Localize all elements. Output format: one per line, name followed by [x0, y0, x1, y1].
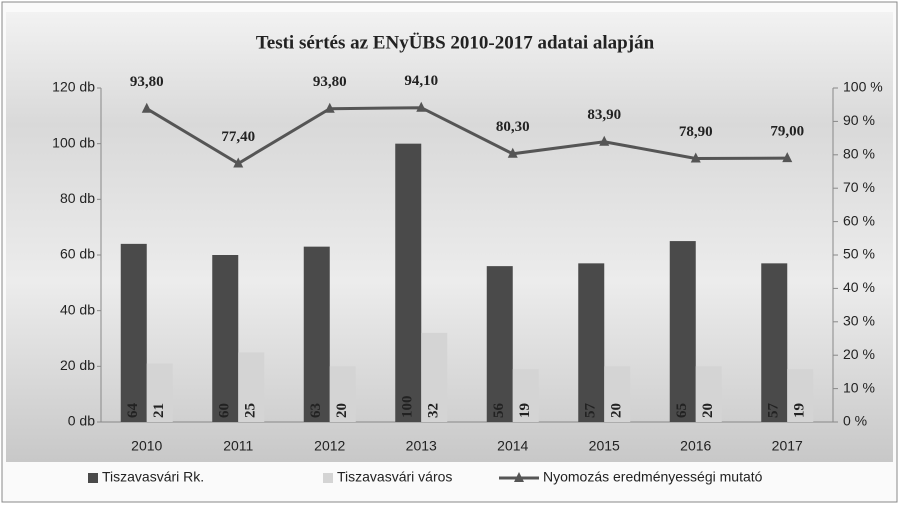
x-tick-label: 2012: [314, 438, 345, 454]
bar: [578, 263, 604, 422]
bar: [395, 144, 421, 422]
line-value-label: 78,90: [679, 124, 713, 140]
bar: [121, 244, 147, 422]
bar: [761, 263, 787, 422]
x-tick-label: 2013: [406, 438, 437, 454]
y-tick-label: 100 db: [52, 134, 95, 150]
legend-label: Tiszavasvári város: [337, 469, 452, 485]
bar-value-label: 25: [243, 403, 259, 418]
y-tick-label: 20 db: [60, 357, 95, 373]
legend-label: Nyomozás eredményességi mutató: [543, 469, 763, 485]
bar-value-label: 64: [125, 403, 141, 419]
bar-value-label: 19: [517, 403, 533, 418]
line-value-label: 94,10: [404, 73, 438, 89]
x-tick-label: 2017: [772, 438, 803, 454]
bar-value-label: 20: [334, 403, 350, 418]
bar-value-label: 19: [792, 403, 808, 418]
chart-title: Testi sértés az ENyÜBS 2010-2017 adatai …: [256, 32, 655, 53]
bar-value-label: 21: [151, 403, 167, 418]
y2-tick-label: 100 %: [843, 79, 883, 95]
bar-value-label: 32: [426, 403, 442, 418]
legend-item: Tiszavasvári város: [323, 469, 452, 485]
y2-tick-label: 20 %: [843, 346, 875, 362]
y2-tick-label: 50 %: [843, 246, 875, 262]
x-tick-label: 2014: [497, 438, 528, 454]
bar-value-label: 65: [674, 403, 690, 418]
x-tick-label: 2016: [680, 438, 711, 454]
bar: [304, 247, 330, 422]
y2-tick-label: 90 %: [843, 112, 875, 128]
bar: [670, 241, 696, 422]
x-tick-label: 2010: [131, 438, 162, 454]
bar: [212, 255, 238, 422]
legend-label: Tiszavasvári Rk.: [102, 469, 204, 485]
line-value-label: 79,00: [770, 124, 804, 140]
bar-value-label: 63: [308, 403, 324, 418]
bar-value-label: 20: [700, 403, 716, 418]
y-tick-label: 0 db: [68, 413, 95, 429]
y2-tick-label: 0 %: [843, 413, 867, 429]
line-value-label: 80,30: [496, 119, 530, 135]
y2-tick-label: 10 %: [843, 379, 875, 395]
bar-value-label: 20: [609, 403, 625, 418]
line-value-label: 83,90: [587, 107, 621, 123]
bar-value-label: 100: [400, 396, 416, 419]
y2-tick-label: 30 %: [843, 313, 875, 329]
x-tick-label: 2011: [223, 438, 253, 454]
bar-value-label: 60: [217, 403, 233, 418]
y-tick-label: 40 db: [60, 301, 95, 317]
legend-swatch: [323, 473, 333, 483]
x-tick-label: 2015: [589, 438, 620, 454]
chart: Testi sértés az ENyÜBS 2010-2017 adatai …: [0, 0, 899, 506]
bar: [487, 266, 513, 422]
y-tick-label: 60 db: [60, 246, 95, 262]
line-value-label: 93,80: [313, 74, 347, 90]
y2-tick-label: 70 %: [843, 179, 875, 195]
bar-value-label: 57: [766, 403, 782, 419]
legend-swatch: [88, 473, 98, 483]
y-tick-label: 80 db: [60, 190, 95, 206]
legend-item: Tiszavasvári Rk.: [88, 469, 204, 485]
bar-value-label: 57: [583, 403, 599, 419]
line-value-label: 77,40: [221, 129, 255, 145]
bar-value-label: 56: [491, 403, 507, 419]
line-value-label: 93,80: [130, 74, 164, 90]
y-tick-label: 120 db: [52, 79, 95, 95]
y2-tick-label: 40 %: [843, 279, 875, 295]
y2-tick-label: 60 %: [843, 212, 875, 228]
y2-tick-label: 80 %: [843, 146, 875, 162]
